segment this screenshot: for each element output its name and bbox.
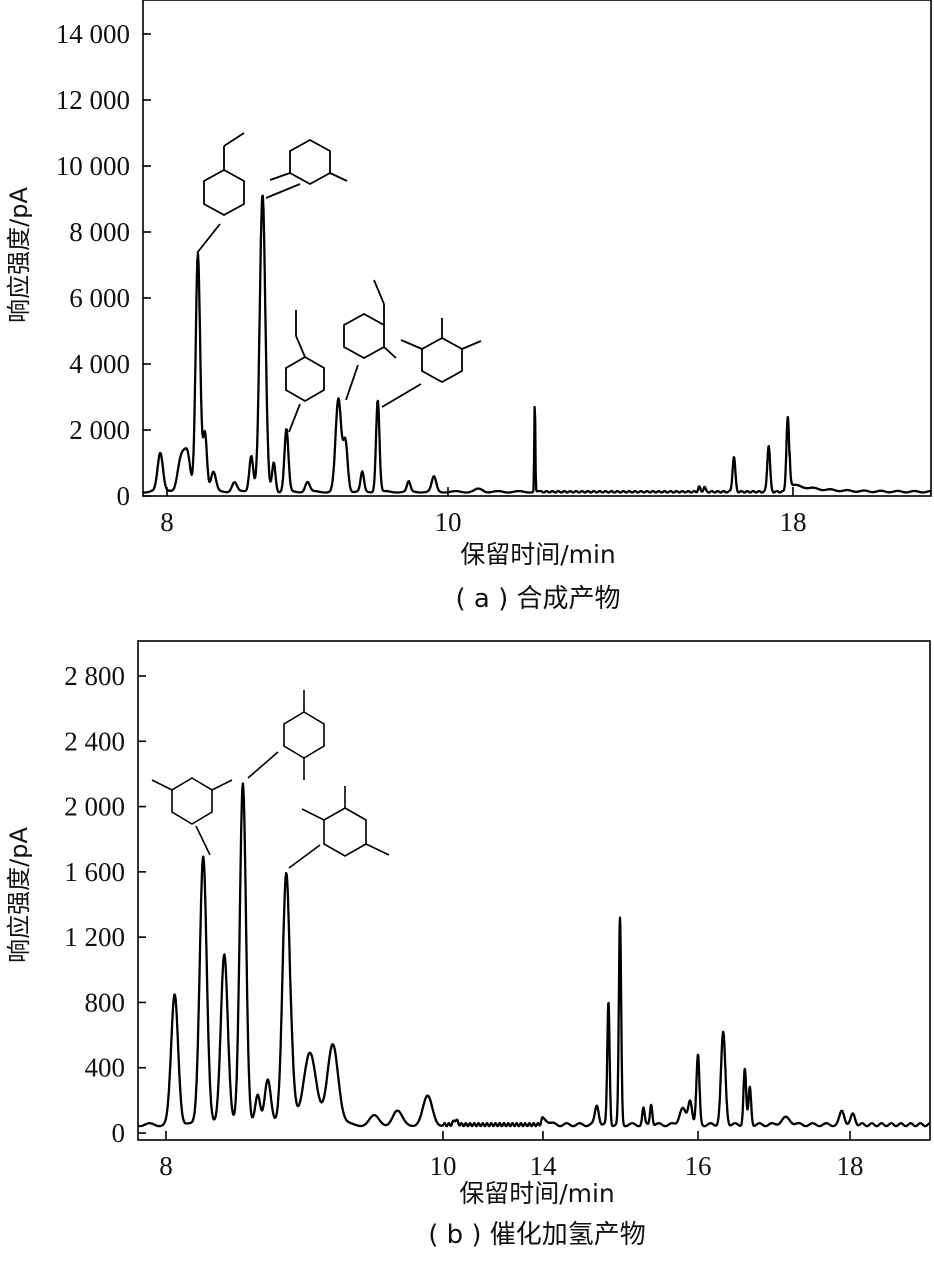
x-tick-label: 14 <box>530 1151 558 1181</box>
chromatogram-trace-a <box>142 194 932 494</box>
x-tick-label: 10 <box>430 1151 457 1181</box>
structure-ethylbenzene <box>196 132 245 254</box>
y-tick-label: 1 200 <box>64 922 125 952</box>
x-axis-label-a: 保留时间/min <box>460 540 616 569</box>
structure-trimethylcyclohexane <box>288 786 390 869</box>
y-tick-label: 10 000 <box>56 151 130 181</box>
y-tick-label: 12 000 <box>56 85 130 115</box>
chromatogram-trace-b <box>137 782 931 1128</box>
x-tick-label: 10 <box>435 507 462 537</box>
structure-trimethylbenzene <box>381 318 482 408</box>
x-tick-label: 18 <box>780 507 807 537</box>
y-axis-label-a: 响应强度/pA <box>5 187 33 323</box>
structure-dimethylcyclohexane <box>151 777 233 856</box>
y-tick-label: 8 000 <box>69 217 130 247</box>
y-tick-label: 14 000 <box>56 19 130 49</box>
y-axis-label-b: 响应强度/pA <box>5 827 33 963</box>
structure-ethyl-methylbenzene <box>343 279 397 401</box>
y-axis-ticks-b: 0 400 800 1 200 1 600 2 000 2 400 2 800 <box>64 661 146 1148</box>
y-tick-label: 2 800 <box>64 661 125 691</box>
x-axis-ticks-b: 8 10 14 16 18 <box>159 1131 864 1181</box>
chromatogram-b: 0 400 800 1 200 1 600 2 000 2 400 2 800 8 10 14 16… <box>5 640 931 1250</box>
y-tick-label: 800 <box>85 987 126 1017</box>
x-axis-label-b: 保留时间/min <box>459 1179 615 1208</box>
chart-panel-b: 0 400 800 1 200 1 600 2 000 2 400 2 800 8 10 14 16… <box>0 630 934 1261</box>
plot-frame-b <box>137 640 931 1141</box>
y-tick-label: 4 000 <box>69 349 130 379</box>
y-tick-label: 1 600 <box>64 857 125 887</box>
x-tick-label: 16 <box>685 1151 712 1181</box>
caption-b: ( b ) 催化加氢产物 <box>428 1220 646 1250</box>
structure-propylbenzene <box>285 310 325 433</box>
y-tick-label: 6 000 <box>69 283 130 313</box>
x-tick-label: 8 <box>160 507 174 537</box>
x-axis-ticks-a: 8 10 18 <box>160 487 807 537</box>
plot-frame-a <box>142 0 932 497</box>
caption-a: ( a ) 合成产物 <box>455 584 620 614</box>
y-tick-label: 2 400 <box>64 726 125 756</box>
y-tick-label: 0 <box>112 1118 126 1148</box>
x-tick-label: 18 <box>837 1151 864 1181</box>
structure-methylcyclohexane-para <box>247 690 325 780</box>
x-tick-label: 8 <box>159 1151 173 1181</box>
y-axis-ticks-a: 0 2 000 4 000 6 000 8 000 10 000 12 000 14 000 <box>56 19 151 511</box>
structure-m-xylene <box>265 138 348 199</box>
y-tick-label: 0 <box>117 481 131 511</box>
y-tick-label: 2 000 <box>69 415 130 445</box>
y-tick-label: 2 000 <box>64 792 125 822</box>
y-tick-label: 400 <box>85 1053 126 1083</box>
